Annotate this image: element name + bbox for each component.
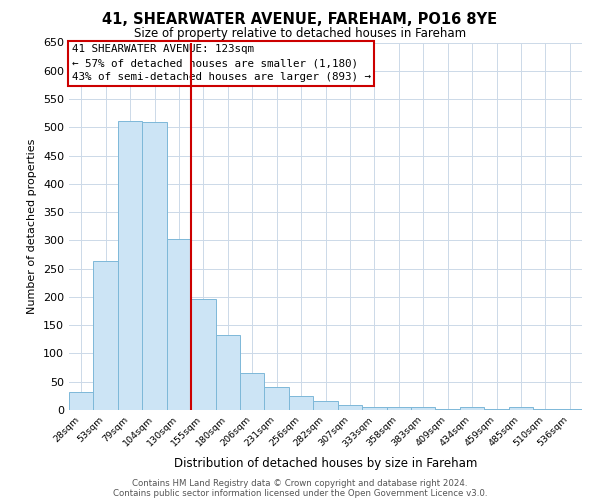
Bar [460,407,484,410]
Y-axis label: Number of detached properties: Number of detached properties [28,138,37,314]
Bar [142,122,167,410]
Bar [509,407,533,410]
Bar [118,120,142,410]
Text: 41, SHEARWATER AVENUE, FAREHAM, PO16 8YE: 41, SHEARWATER AVENUE, FAREHAM, PO16 8YE [103,12,497,28]
Bar [191,298,215,410]
Bar [557,409,582,410]
Bar [265,388,289,410]
Bar [362,407,386,410]
X-axis label: Distribution of detached houses by size in Fareham: Distribution of detached houses by size … [174,457,477,470]
Bar [313,401,338,410]
Bar [94,262,118,410]
Bar [289,396,313,410]
Text: 41 SHEARWATER AVENUE: 123sqm
← 57% of detached houses are smaller (1,180)
43% of: 41 SHEARWATER AVENUE: 123sqm ← 57% of de… [71,44,371,82]
Text: Contains public sector information licensed under the Open Government Licence v3: Contains public sector information licen… [113,488,487,498]
Bar [436,409,460,410]
Bar [69,392,94,410]
Bar [167,240,191,410]
Text: Size of property relative to detached houses in Fareham: Size of property relative to detached ho… [134,28,466,40]
Bar [533,409,557,410]
Bar [484,409,509,410]
Bar [386,407,411,410]
Text: Contains HM Land Registry data © Crown copyright and database right 2024.: Contains HM Land Registry data © Crown c… [132,478,468,488]
Bar [215,336,240,410]
Bar [411,407,436,410]
Bar [240,373,265,410]
Bar [338,406,362,410]
